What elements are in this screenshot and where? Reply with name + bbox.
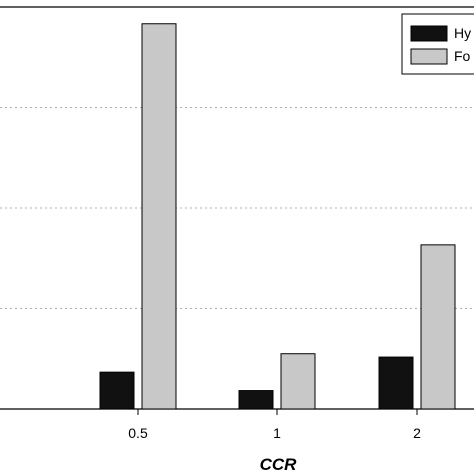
- x-tick-label: 0.5: [128, 425, 148, 441]
- gridlines: [0, 107, 474, 309]
- bar-fo-2: [420, 244, 456, 410]
- bars: [99, 23, 456, 410]
- x-axis-title: CCR: [260, 455, 298, 474]
- bar-hy-0.5: [99, 371, 135, 410]
- legend-swatch-fo: [410, 48, 448, 65]
- legend-label-fo: Fo: [454, 48, 471, 64]
- legend-swatch-hy: [410, 25, 448, 42]
- bar-fo-1: [280, 353, 316, 410]
- legend-box: [401, 13, 474, 75]
- x-tick-label: 2: [413, 425, 421, 441]
- x-tick-label: 1: [273, 425, 281, 441]
- legend-label-hy: Hy: [454, 25, 471, 41]
- legend: Hy Fo: [401, 13, 474, 75]
- bar-hy-1: [238, 390, 274, 410]
- bar-hy-2: [378, 356, 414, 410]
- x-axis-ticks: 0.5 1 2: [128, 409, 421, 441]
- bar-fo-0.5: [141, 23, 177, 410]
